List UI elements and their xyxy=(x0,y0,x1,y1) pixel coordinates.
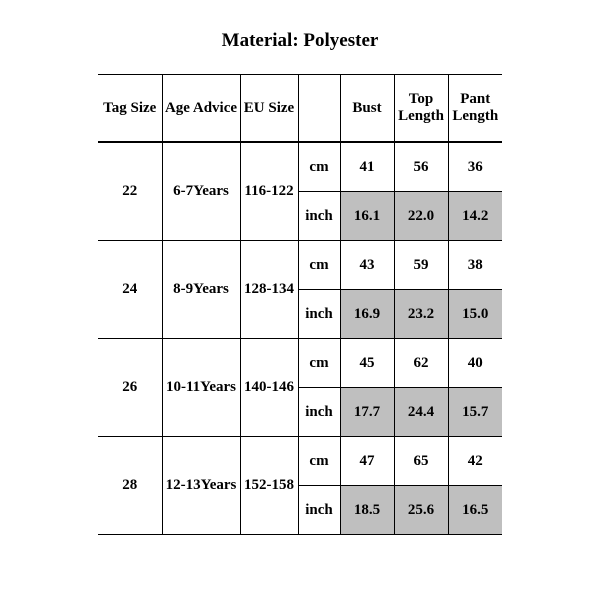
table-header-row: Tag Size Age Advice EU Size Bust Top Len… xyxy=(98,75,502,143)
col-pant-length: Pant Length xyxy=(448,75,502,143)
cell-eu: 128-134 xyxy=(240,241,298,339)
cell-unit-cm: cm xyxy=(298,241,340,290)
cell-pant-cm: 42 xyxy=(448,437,502,486)
cell-top-inch: 24.4 xyxy=(394,388,448,437)
cell-pant-cm: 40 xyxy=(448,339,502,388)
cell-bust-cm: 43 xyxy=(340,241,394,290)
cell-pant-inch: 15.7 xyxy=(448,388,502,437)
cell-top-cm: 56 xyxy=(394,142,448,192)
cell-tag: 22 xyxy=(98,142,162,241)
cell-pant-inch: 14.2 xyxy=(448,192,502,241)
cell-top-cm: 59 xyxy=(394,241,448,290)
cell-bust-inch: 16.1 xyxy=(340,192,394,241)
size-table: Tag Size Age Advice EU Size Bust Top Len… xyxy=(98,74,502,535)
cell-unit-cm: cm xyxy=(298,437,340,486)
col-age-advice: Age Advice xyxy=(162,75,240,143)
table-row: 28 12-13Years 152-158 cm 47 65 42 xyxy=(98,437,502,486)
col-eu-size: EU Size xyxy=(240,75,298,143)
table-row: 22 6-7Years 116-122 cm 41 56 36 xyxy=(98,142,502,192)
cell-unit-inch: inch xyxy=(298,388,340,437)
cell-top-inch: 22.0 xyxy=(394,192,448,241)
cell-pant-cm: 36 xyxy=(448,142,502,192)
cell-unit-cm: cm xyxy=(298,142,340,192)
cell-unit-cm: cm xyxy=(298,339,340,388)
col-tag-size: Tag Size xyxy=(98,75,162,143)
cell-top-cm: 62 xyxy=(394,339,448,388)
cell-pant-inch: 15.0 xyxy=(448,290,502,339)
cell-age: 6-7Years xyxy=(162,142,240,241)
cell-age: 10-11Years xyxy=(162,339,240,437)
cell-bust-inch: 16.9 xyxy=(340,290,394,339)
cell-age: 8-9Years xyxy=(162,241,240,339)
cell-unit-inch: inch xyxy=(298,290,340,339)
cell-age: 12-13Years xyxy=(162,437,240,535)
cell-top-cm: 65 xyxy=(394,437,448,486)
cell-tag: 26 xyxy=(98,339,162,437)
table-row: 26 10-11Years 140-146 cm 45 62 40 xyxy=(98,339,502,388)
cell-eu: 152-158 xyxy=(240,437,298,535)
cell-bust-inch: 18.5 xyxy=(340,486,394,535)
cell-bust-cm: 45 xyxy=(340,339,394,388)
cell-unit-inch: inch xyxy=(298,192,340,241)
col-bust: Bust xyxy=(340,75,394,143)
col-unit xyxy=(298,75,340,143)
cell-bust-cm: 47 xyxy=(340,437,394,486)
cell-tag: 28 xyxy=(98,437,162,535)
cell-top-inch: 23.2 xyxy=(394,290,448,339)
table-row: 24 8-9Years 128-134 cm 43 59 38 xyxy=(98,241,502,290)
cell-eu: 116-122 xyxy=(240,142,298,241)
cell-pant-cm: 38 xyxy=(448,241,502,290)
cell-eu: 140-146 xyxy=(240,339,298,437)
cell-top-inch: 25.6 xyxy=(394,486,448,535)
col-top-length: Top Length xyxy=(394,75,448,143)
cell-bust-inch: 17.7 xyxy=(340,388,394,437)
cell-bust-cm: 41 xyxy=(340,142,394,192)
cell-pant-inch: 16.5 xyxy=(448,486,502,535)
cell-tag: 24 xyxy=(98,241,162,339)
page-title: Material: Polyester xyxy=(0,0,600,74)
cell-unit-inch: inch xyxy=(298,486,340,535)
